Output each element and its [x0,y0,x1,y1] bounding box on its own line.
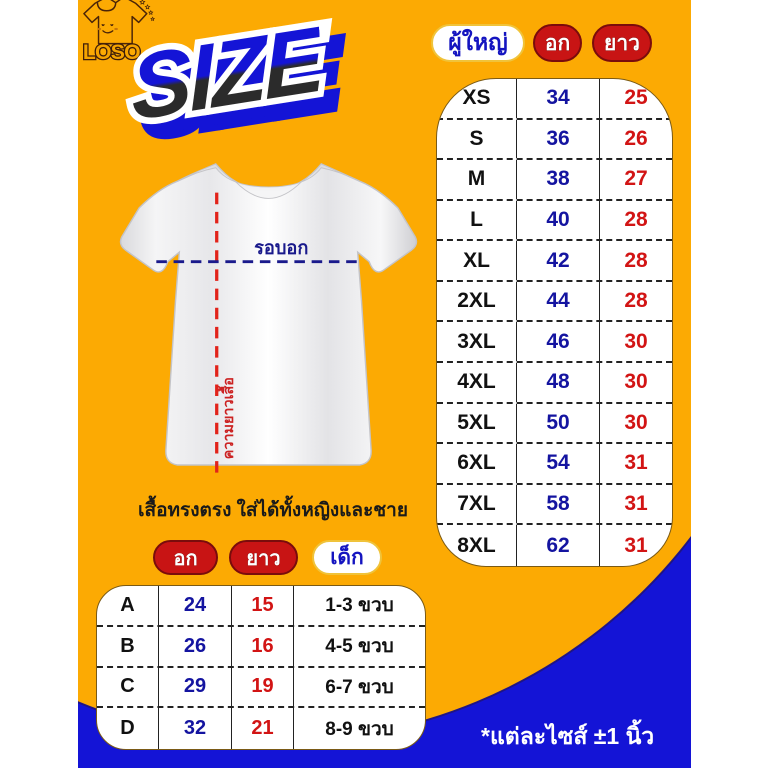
svg-text:รอบอก: รอบอก [254,238,308,258]
